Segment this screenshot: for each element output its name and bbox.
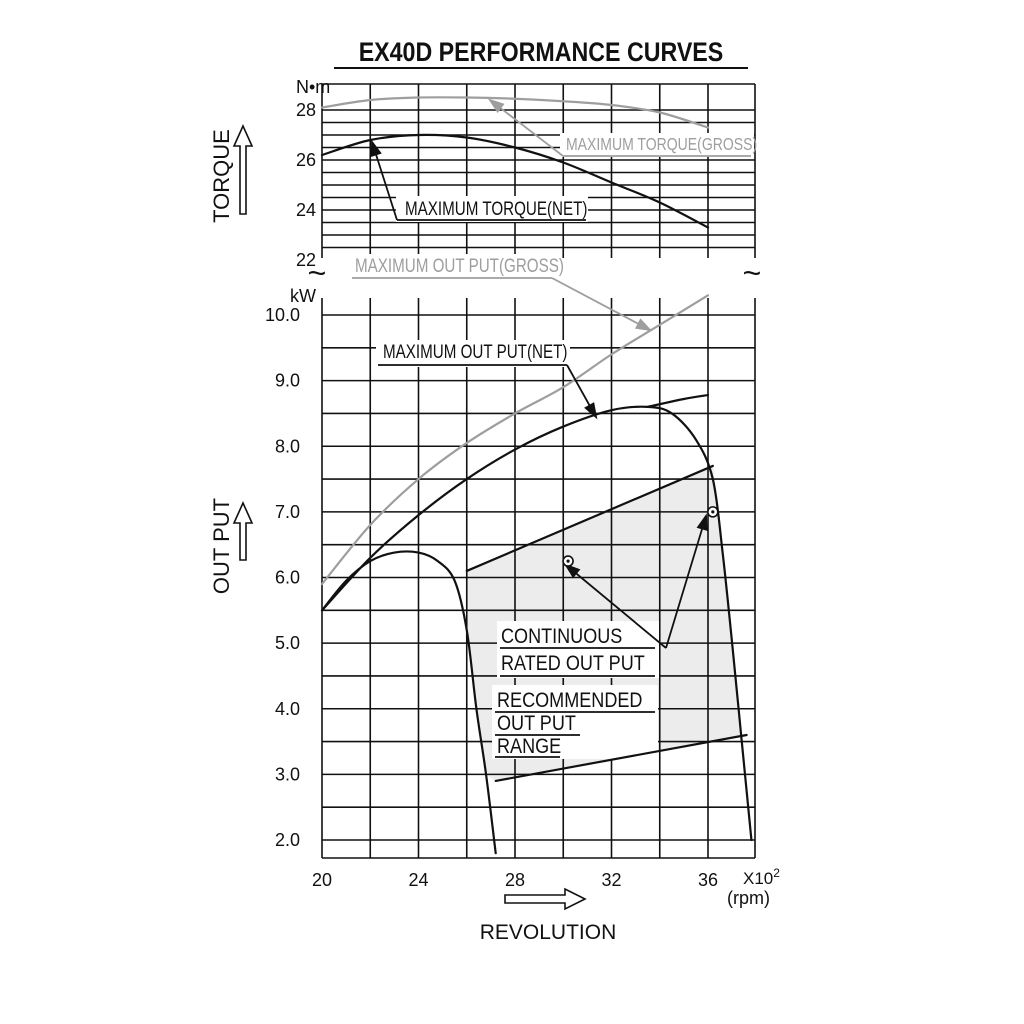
label-max-torque-gross: MAXIMUM TORQUE(GROSS) [566, 134, 757, 154]
x-unit: (rpm) [727, 888, 770, 908]
output-tick-label: 3.0 [275, 764, 300, 784]
axis-break-left: ~ [308, 255, 327, 291]
output-axis-label-group: OUT PUT [209, 498, 254, 594]
markers [562, 506, 719, 567]
torque-unit: N•m [296, 77, 330, 97]
tick-labels: 20 24 28 32 36 28 26 24 22 10.0 9.0 8.0 7.0 6.0 5.0 4.0… [265, 100, 718, 890]
output-tick-label: 7.0 [275, 502, 300, 522]
chart-title: EX40D PERFORMANCE CURVES [359, 37, 724, 67]
series-line-0 [320, 96, 710, 129]
label-continuous-1: CONTINUOUS [501, 625, 622, 649]
arrowhead-continuous-left [563, 563, 581, 579]
series-line-3 [320, 405, 753, 842]
annotation-labels: MAXIMUM TORQUE(GROSS) MAXIMUM TORQUE(NET… [355, 134, 757, 758]
arrowhead-continuous-right [696, 513, 708, 531]
leader-continuous-right [665, 515, 707, 649]
x-unit-base: X10 [743, 869, 773, 888]
x-tick-label: 24 [408, 870, 428, 890]
series-line-6 [465, 464, 714, 573]
output-tick-label: 6.0 [275, 568, 300, 588]
output-tick-label: 10.0 [265, 305, 300, 325]
torque-axis-label-group: TORQUE [209, 124, 254, 223]
output-tick-label: 4.0 [275, 699, 300, 719]
arrowhead-max-torque-gross [487, 98, 505, 113]
torque-axis-label: TORQUE [209, 129, 234, 223]
output-axis-label: OUT PUT [209, 498, 234, 594]
leader-max-torque-gross [489, 99, 564, 157]
axis-break-right: ~ [743, 255, 762, 291]
rated-point-dot-1 [711, 510, 715, 514]
x-axis-label: REVOLUTION [480, 921, 617, 944]
series-line-1 [320, 133, 710, 229]
series-line-7 [494, 733, 748, 783]
up-arrow-icon [232, 501, 254, 561]
x-tick-label: 28 [505, 870, 525, 890]
label-underlines [352, 155, 751, 758]
x-tick-label: 32 [601, 870, 621, 890]
arrowhead-max-torque-net [370, 139, 382, 158]
label-recommended-3: RANGE [497, 735, 561, 759]
label-recommended-2: OUT PUT [497, 712, 576, 736]
label-max-output-gross: MAXIMUM OUT PUT(GROSS) [355, 254, 564, 276]
torque-tick-label: 26 [296, 150, 316, 170]
series-line-4 [646, 393, 710, 408]
x-unit-exponent: 2 [773, 866, 780, 880]
output-tick-label: 5.0 [275, 633, 300, 653]
output-unit: kW [290, 286, 316, 306]
leader-max-output-gross [551, 277, 651, 331]
leader-lines [370, 98, 708, 649]
label-continuous-2: RATED OUT PUT [501, 652, 645, 676]
x-unit-multiplier: X102 [743, 866, 780, 888]
curves [320, 96, 753, 855]
arrowhead-max-output-gross [635, 318, 653, 332]
label-recommended-1: RECOMMENDED [497, 689, 642, 713]
rated-point-dot-0 [566, 559, 570, 563]
x-tick-label: 36 [698, 870, 718, 890]
label-max-torque-net: MAXIMUM TORQUE(NET) [405, 197, 588, 219]
right-arrow-icon [504, 887, 587, 911]
x-tick-label: 20 [312, 870, 332, 890]
arrowhead-max-output-net [584, 402, 598, 420]
output-tick-label: 2.0 [275, 830, 300, 850]
series-line-2 [320, 294, 710, 586]
label-max-output-net: MAXIMUM OUT PUT(NET) [383, 340, 567, 362]
up-arrow-icon [232, 124, 254, 215]
output-tick-label: 9.0 [275, 371, 300, 391]
torque-tick-label: 22 [296, 250, 316, 270]
torque-tick-label: 24 [296, 200, 316, 220]
output-tick-label: 8.0 [275, 436, 300, 456]
series-line-5 [320, 550, 497, 855]
torque-tick-label: 28 [296, 100, 316, 120]
leader-continuous-left [565, 564, 667, 649]
